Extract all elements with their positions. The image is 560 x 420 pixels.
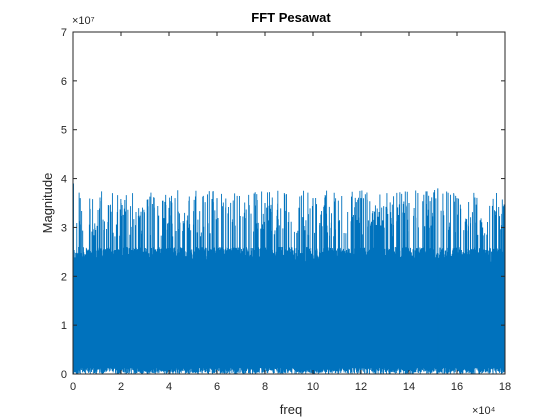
y-tick-label-0: 0 (61, 369, 67, 381)
y-tick-label-5: 5 (61, 125, 67, 137)
y-tick-label-7: 7 (61, 27, 67, 39)
x-tick-label-4: 8 (262, 381, 268, 393)
x-tick-label-0: 0 (70, 381, 76, 393)
y-exponent-label: ×10⁷ (72, 15, 95, 27)
y-tick-label-6: 6 (61, 76, 67, 88)
series-dense-band (73, 261, 505, 369)
x-tick-label-6: 12 (355, 381, 367, 393)
y-tick-label-2: 2 (61, 271, 67, 283)
x-axis-label: freq (280, 402, 302, 417)
x-tick-label-2: 4 (166, 381, 172, 393)
x-tick-label-3: 6 (214, 381, 220, 393)
axes-box (72, 31, 506, 375)
x-tick-label-8: 16 (451, 381, 463, 393)
x-tick-label-1: 2 (118, 381, 124, 393)
x-tick-label-5: 10 (307, 381, 319, 393)
y-tick-label-4: 4 (61, 174, 67, 186)
x-tick-label-7: 14 (403, 381, 415, 393)
y-tick-label-3: 3 (61, 222, 67, 234)
x-tick-label-9: 18 (499, 381, 511, 393)
x-exponent-label: ×10⁴ (472, 405, 496, 417)
y-tick-label-1: 1 (61, 320, 67, 332)
chart-title: FFT Pesawat (251, 10, 331, 25)
y-axis-label: Magnitude (40, 173, 55, 234)
